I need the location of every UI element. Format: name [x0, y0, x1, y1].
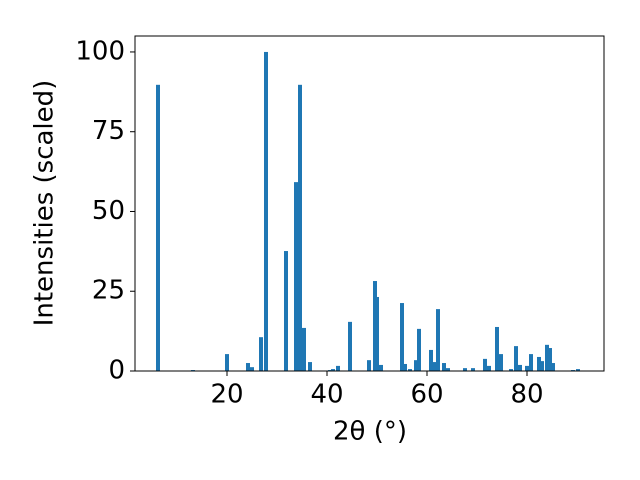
- bar: [225, 354, 229, 371]
- bar: [417, 328, 421, 371]
- bar: [284, 251, 288, 371]
- bar: [442, 363, 446, 371]
- x-tick-label: 60: [410, 380, 443, 410]
- bar: [298, 84, 302, 372]
- bar: [509, 369, 513, 371]
- bar: [367, 360, 371, 371]
- bar: [432, 362, 436, 371]
- bar: [246, 363, 250, 371]
- bar: [545, 344, 549, 371]
- bar: [308, 362, 312, 371]
- bar: [156, 84, 160, 372]
- y-tick-label: 75: [92, 116, 125, 146]
- bar: [518, 364, 522, 371]
- bar: [348, 321, 352, 371]
- bar: [471, 368, 475, 371]
- bar: [302, 327, 306, 371]
- bar: [446, 368, 450, 371]
- bar: [250, 367, 254, 371]
- bar: [499, 354, 503, 371]
- y-tick-label: 100: [75, 36, 125, 66]
- bar: [537, 356, 541, 371]
- bar: [576, 369, 580, 371]
- bar: [514, 346, 518, 371]
- bar: [551, 363, 555, 371]
- axes-frame: [134, 35, 605, 372]
- bar: [403, 363, 407, 371]
- bar: [540, 361, 544, 371]
- bar: [429, 349, 433, 371]
- bar: [408, 369, 412, 371]
- bar: [294, 182, 298, 371]
- y-tick-label: 50: [92, 196, 125, 226]
- bar: [436, 309, 440, 371]
- bar: [525, 365, 529, 371]
- x-tick-label: 40: [310, 380, 343, 410]
- x-axis-label: 2θ (°): [333, 417, 407, 447]
- x-tick-label: 80: [510, 380, 543, 410]
- plot-area: [156, 51, 580, 372]
- bar: [331, 369, 335, 371]
- bar: [463, 368, 467, 371]
- bar: [548, 348, 552, 371]
- bar: [495, 326, 499, 371]
- bar: [483, 358, 487, 371]
- bar: [414, 360, 418, 371]
- x-tick-label: 20: [210, 380, 243, 410]
- bar: [487, 365, 491, 371]
- bar: [264, 51, 268, 371]
- y-tick-label: 0: [108, 356, 125, 386]
- bar: [529, 354, 533, 371]
- y-axis-label: Intensities (scaled): [30, 80, 60, 327]
- bar: [379, 364, 383, 371]
- bar: [259, 337, 263, 371]
- bar: [336, 365, 340, 371]
- y-tick-label: 25: [92, 276, 125, 306]
- bar: [375, 296, 379, 371]
- bar: [400, 303, 404, 371]
